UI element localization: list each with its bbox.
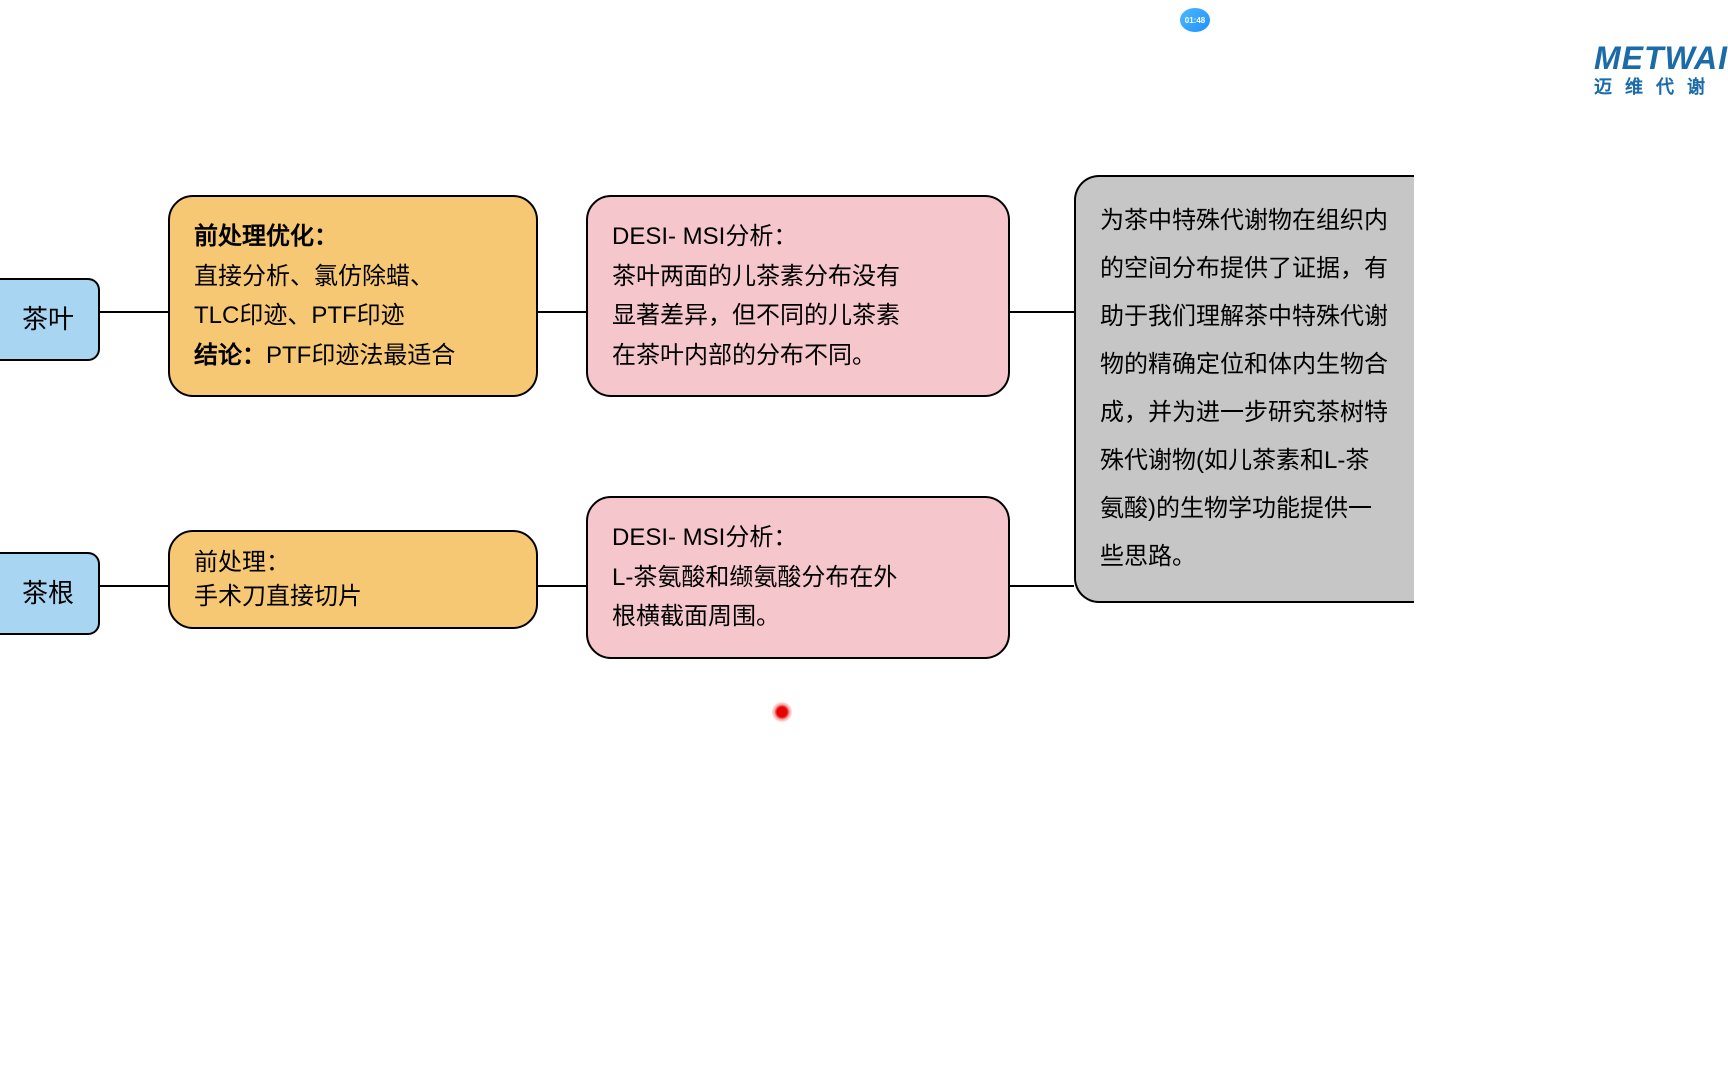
leaf-desi-body2: 显著差异，但不同的儿茶素 [612,296,984,336]
tea-leaf-label: 茶叶 [22,304,74,334]
root-desi-body1: L-茶氨酸和缬氨酸分布在外 [612,558,984,598]
summary-text: 为茶中特殊代谢物在组织内的空间分布提供了证据，有助于我们理解茶中特殊代谢物的精确… [1100,197,1390,581]
leaf-desi-body1: 茶叶两面的儿茶素分布没有 [612,257,984,297]
connector-root-desi [538,585,586,587]
root-desi-title: DESI- MSI分析： [612,518,984,558]
node-summary: 为茶中特殊代谢物在组织内的空间分布提供了证据，有助于我们理解茶中特殊代谢物的精确… [1074,175,1414,603]
leaf-prep-body1: 直接分析、氯仿除蜡、 [194,257,512,297]
root-prep-title: 前处理： [194,546,512,580]
leaf-prep-title: 前处理优化： [194,223,338,250]
laser-pointer-dot [772,702,792,722]
leaf-prep-conclusion-text: PTF印迹法最适合 [266,342,455,369]
connector-leaf-summary [1010,311,1074,313]
leaf-prep-conclusion-label: 结论： [194,342,266,369]
root-prep-body1: 手术刀直接切片 [194,580,512,614]
leaf-desi-title: DESI- MSI分析： [612,217,984,257]
node-tea-root: 茶根 [0,552,100,635]
node-tea-leaf: 茶叶 [0,278,100,361]
connector-root-summary [1010,585,1074,587]
node-root-prep: 前处理： 手术刀直接切片 [168,530,538,629]
logo-sub: 迈 维 代 谢 [1594,73,1728,99]
leaf-prep-body2: TLC印迹、PTF印迹 [194,296,512,336]
node-leaf-prep: 前处理优化： 直接分析、氯仿除蜡、 TLC印迹、PTF印迹 结论：PTF印迹法最… [168,195,538,397]
root-desi-body2: 根横截面周围。 [612,597,984,637]
connector-leaf-prep [100,311,168,313]
timer-text: 01:48 [1185,16,1205,25]
tea-root-label: 茶根 [22,578,74,608]
brand-logo: METWAI 迈 维 代 谢 [1594,40,1728,99]
logo-main: METWAI [1594,40,1728,77]
connector-leaf-desi [538,311,586,313]
connector-root-prep [100,585,168,587]
node-root-desi: DESI- MSI分析： L-茶氨酸和缬氨酸分布在外 根横截面周围。 [586,496,1010,659]
leaf-desi-body3: 在茶叶内部的分布不同。 [612,336,984,376]
timer-badge: 01:48 [1180,8,1210,32]
node-leaf-desi: DESI- MSI分析： 茶叶两面的儿茶素分布没有 显著差异，但不同的儿茶素 在… [586,195,1010,397]
